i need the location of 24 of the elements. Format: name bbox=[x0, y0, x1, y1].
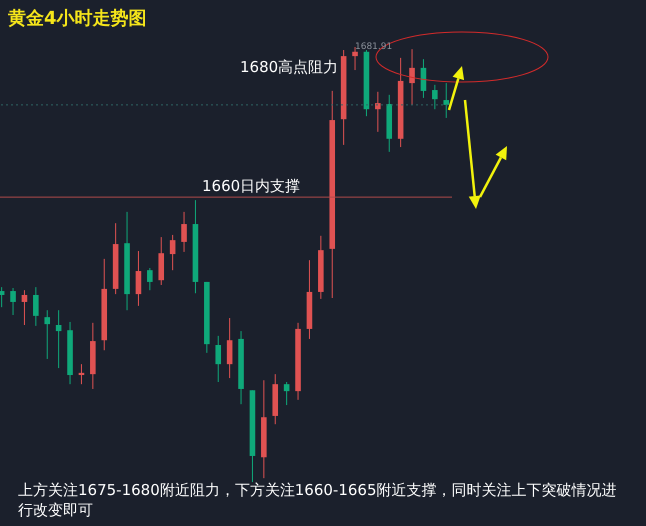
chart-title: 黄金4小时走势图 bbox=[8, 7, 147, 30]
annotation: 1680高点阻力 bbox=[240, 58, 338, 77]
candlestick bbox=[44, 310, 50, 360]
candlestick bbox=[215, 335, 222, 382]
candlestick bbox=[409, 48, 415, 106]
candlestick bbox=[226, 318, 232, 379]
candlestick bbox=[284, 381, 290, 406]
candlestick bbox=[22, 290, 28, 326]
candlestick bbox=[0, 286, 4, 308]
candlestick bbox=[432, 84, 438, 110]
candlestick bbox=[443, 82, 450, 118]
candlestick bbox=[420, 58, 426, 98]
candlestick bbox=[136, 250, 142, 306]
candlestick bbox=[56, 310, 62, 369]
candlestick bbox=[10, 288, 16, 316]
annotation: 上方关注1675-1680附近阻力，下方关注1660-1665附近支撑，同时关注上下突破情况进行改变即可 bbox=[18, 480, 618, 520]
candlestick bbox=[352, 46, 358, 71]
candlestick bbox=[78, 364, 84, 385]
candlestick bbox=[170, 234, 176, 271]
candlestick bbox=[33, 286, 39, 326]
candlestick bbox=[147, 268, 153, 291]
candlestick bbox=[375, 91, 381, 132]
ref-line-label: 1660日内支撑 bbox=[202, 177, 300, 196]
candlestick bbox=[181, 211, 187, 252]
